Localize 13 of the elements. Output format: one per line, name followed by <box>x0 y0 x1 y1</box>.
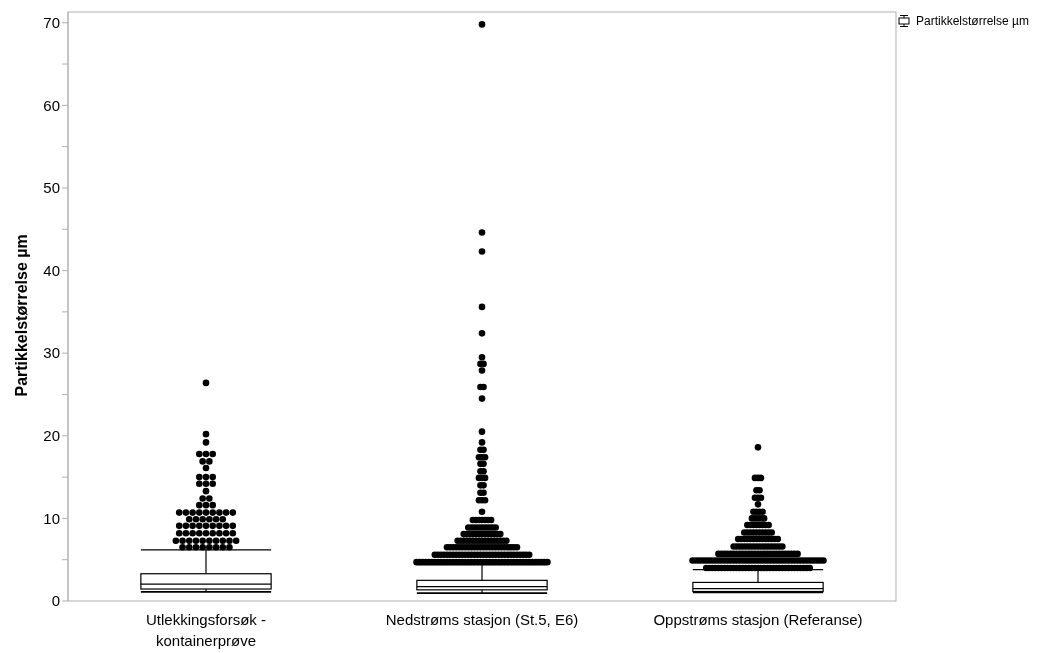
y-tick-label: 70 <box>43 14 60 32</box>
y-tick-label: 20 <box>43 427 60 445</box>
y-tick-label: 40 <box>43 261 60 279</box>
y-tick-label: 30 <box>43 344 60 362</box>
x-tick-label: Nedstrøms stasjon (St.5, E6) <box>385 611 579 628</box>
legend-label: Partikkelstørrelse µm <box>916 14 1029 28</box>
y-tick-label: 50 <box>43 179 60 197</box>
y-tick-label: 0 <box>51 592 60 610</box>
x-tick-label: Utlekkingsforsøk - kontainerprøve <box>145 611 267 649</box>
y-tick-label: 10 <box>43 509 60 527</box>
y-axis-title: Partikkelstørrelse µm <box>12 234 30 397</box>
y-tick-label: 60 <box>43 96 60 114</box>
x-tick-label: Oppstrøms stasjon (Referanse) <box>653 611 863 628</box>
